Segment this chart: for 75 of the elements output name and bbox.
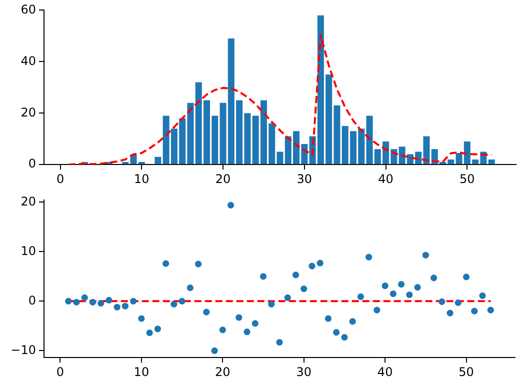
point	[366, 254, 372, 260]
x-tick-label: 0	[56, 172, 64, 186]
point	[333, 329, 340, 336]
point	[106, 296, 112, 304]
point	[211, 347, 218, 354]
y-tick-label: 60	[20, 2, 36, 16]
point	[284, 294, 291, 302]
point	[122, 302, 129, 310]
point	[349, 318, 356, 325]
x-tick-label: 40	[378, 172, 394, 186]
point	[308, 262, 316, 270]
x-tick-label: 20	[215, 172, 231, 186]
x-tick-label: 10	[134, 172, 150, 186]
x-tick-label: 30	[296, 364, 312, 379]
point	[219, 326, 226, 334]
y-tick-label: 10	[20, 244, 36, 258]
y-tick-label: 20	[20, 194, 36, 208]
bar	[488, 159, 495, 164]
y-tick-label: 0	[28, 156, 36, 171]
point	[406, 291, 413, 298]
x-tick-label: 50	[460, 172, 475, 186]
point	[471, 308, 478, 314]
point	[390, 290, 396, 298]
x-tick-label: 0	[56, 364, 64, 379]
point	[154, 326, 161, 332]
point	[186, 284, 194, 292]
point	[292, 272, 300, 278]
point	[227, 202, 234, 208]
point	[438, 298, 446, 305]
x-tick-label: 10	[134, 364, 150, 379]
y-tick-label: 0	[28, 293, 36, 308]
point	[324, 315, 332, 322]
y-tick-label: 20	[20, 105, 36, 120]
point	[422, 252, 429, 258]
point	[446, 310, 454, 316]
point	[170, 300, 178, 308]
point	[479, 292, 486, 300]
point	[138, 315, 145, 322]
point	[430, 274, 438, 282]
x-tick-label: 30	[296, 172, 312, 186]
point	[98, 300, 104, 306]
point	[203, 308, 210, 316]
point	[178, 298, 186, 304]
point	[382, 282, 388, 290]
x-tick-label: 50	[458, 364, 474, 379]
point	[130, 298, 137, 304]
point	[374, 306, 380, 314]
x-tick-label: 20	[215, 364, 230, 379]
point	[316, 260, 324, 266]
point	[114, 304, 120, 310]
point	[357, 293, 364, 300]
point	[414, 284, 421, 291]
point	[244, 328, 250, 336]
point	[162, 260, 170, 267]
point	[260, 273, 267, 280]
point	[341, 334, 348, 341]
x-tick-label: 40	[377, 364, 393, 379]
point	[462, 274, 470, 280]
bar	[154, 156, 162, 164]
point	[65, 298, 72, 304]
point	[146, 330, 153, 336]
point	[454, 299, 462, 306]
y-tick-label: −10	[10, 342, 36, 357]
point	[268, 300, 275, 308]
point	[194, 260, 202, 268]
point	[487, 306, 494, 314]
point	[276, 338, 283, 346]
point	[252, 320, 258, 327]
point	[300, 286, 308, 292]
point	[81, 294, 88, 302]
point	[236, 314, 242, 321]
y-tick-label: 40	[20, 54, 36, 68]
point	[398, 281, 405, 288]
point	[89, 298, 96, 306]
point	[73, 298, 80, 306]
